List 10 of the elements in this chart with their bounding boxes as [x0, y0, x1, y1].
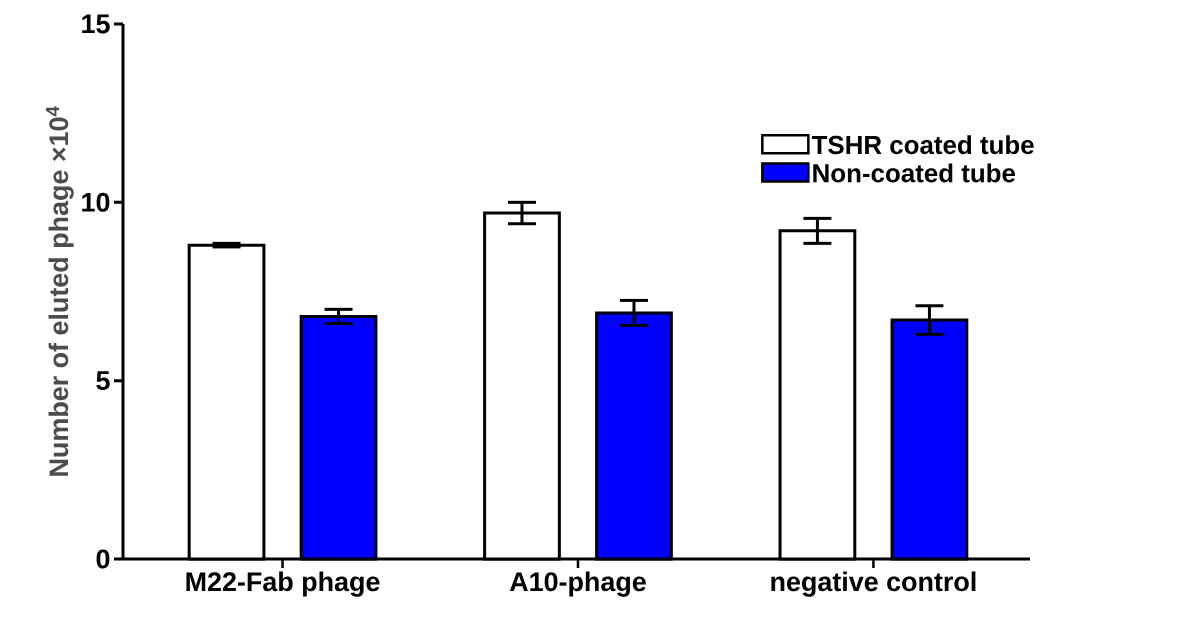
- legend-label: Non-coated tube: [813, 163, 1016, 183]
- x-tick-label: A10-phage: [509, 571, 646, 597]
- y-axis-title: Number of eluted phage ×10$^{4}$: [46, 106, 74, 476]
- y-tick-label: 15: [82, 14, 110, 34]
- legend-label: TSHR coated tube: [811, 135, 1034, 155]
- x-tick-label: negative control: [771, 571, 976, 597]
- y-tick-label: 0: [96, 549, 110, 569]
- y-tick-label: 10: [82, 192, 110, 212]
- y-tick-label: 5: [96, 371, 110, 391]
- x-tick-label: M22-Fab phage: [186, 571, 380, 597]
